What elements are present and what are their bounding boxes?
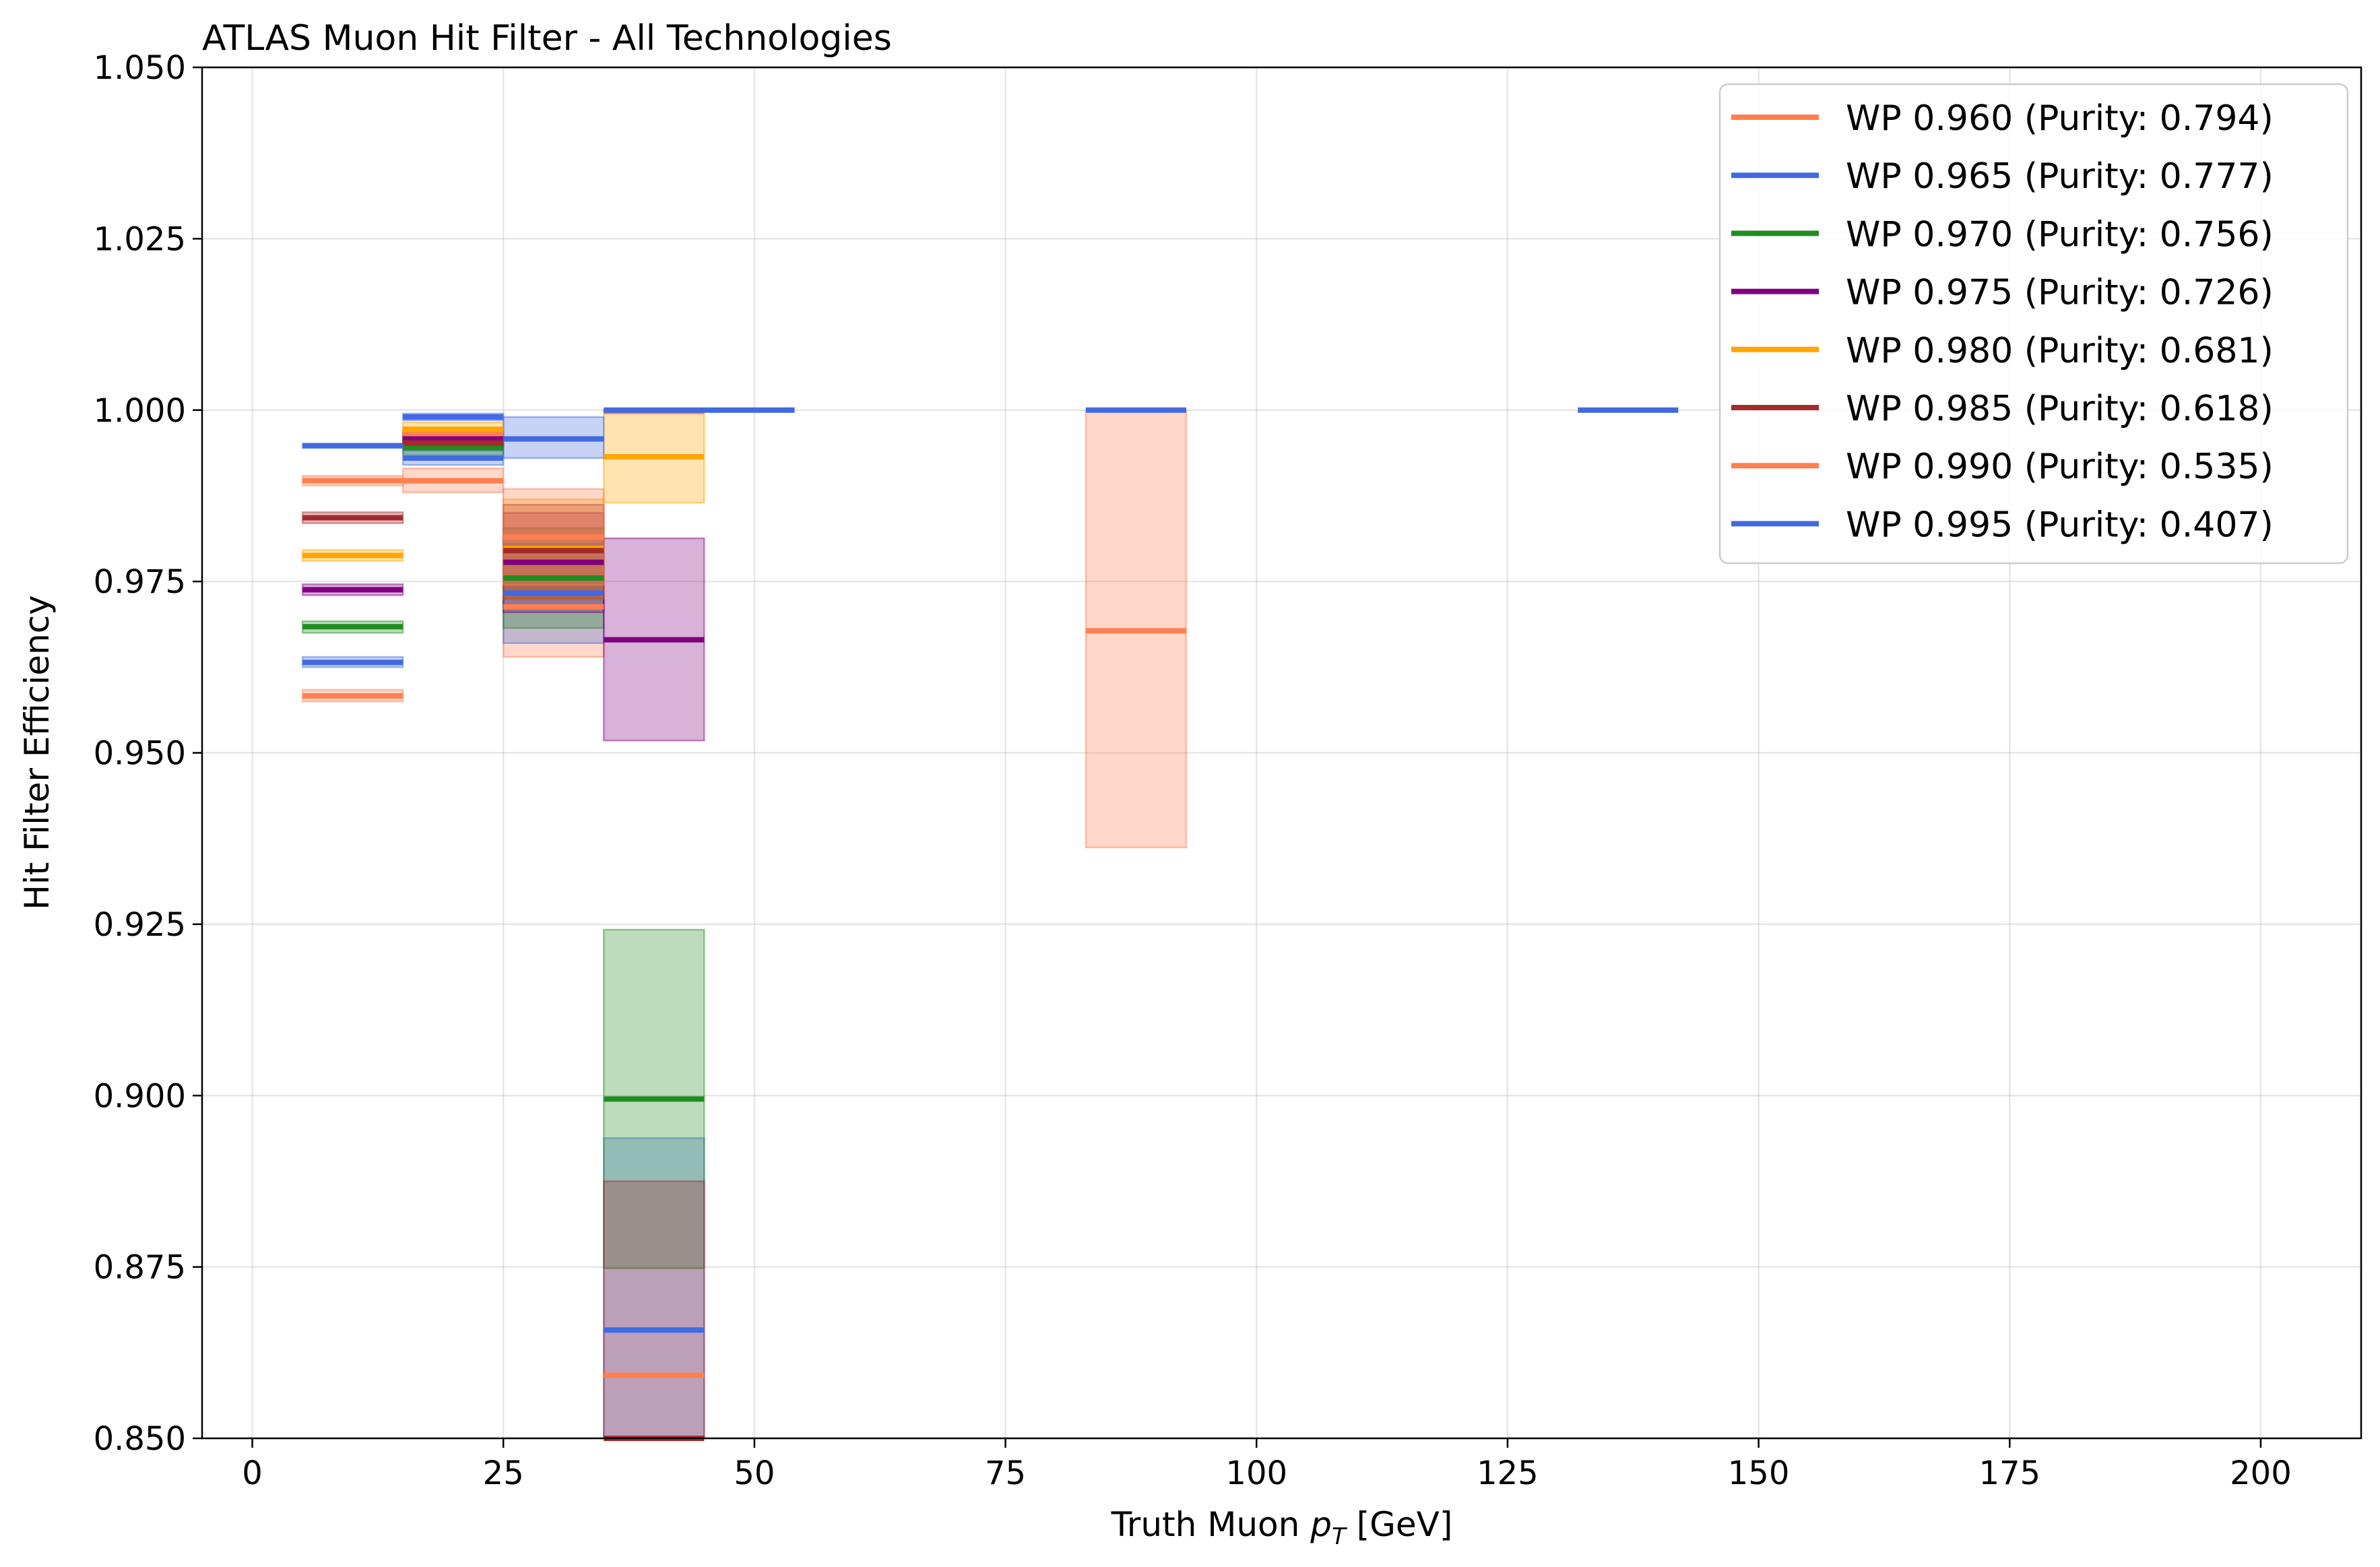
y-tick-label: 1.000 xyxy=(94,392,186,430)
chart-title: ATLAS Muon Hit Filter - All Technologies xyxy=(202,18,892,59)
x-axis: 0 25 50 75 100 125 150 175 200 xyxy=(242,1438,2292,1492)
legend-label-wp6: WP 0.985 (Purity: 0.618) xyxy=(1846,389,2274,429)
uncertainty-band-wp6 xyxy=(603,1180,705,1440)
x-axis-title-unit: [GeV] xyxy=(1346,1505,1453,1544)
x-axis-title-subscript: T xyxy=(1332,1523,1347,1550)
y-tick-label: 0.950 xyxy=(94,735,186,773)
x-tick-label: 125 xyxy=(1477,1454,1539,1492)
legend-label-wp7: WP 0.990 (Purity: 0.535) xyxy=(1846,447,2274,487)
y-tick-label: 0.900 xyxy=(94,1077,186,1115)
x-axis-title: Truth Muon pT [GeV] xyxy=(1111,1505,1453,1550)
legend-label-wp1: WP 0.960 (Purity: 0.794) xyxy=(1846,98,2274,139)
legend-frame xyxy=(1718,83,2349,565)
legend-label-wp8: WP 0.995 (Purity: 0.407) xyxy=(1846,505,2274,545)
legend-label-wp2: WP 0.965 (Purity: 0.777) xyxy=(1846,156,2274,197)
y-tick-label: 0.975 xyxy=(94,563,186,601)
y-axis-title: Hit Filter Efficiency xyxy=(18,595,57,910)
legend-label-wp3: WP 0.970 (Purity: 0.756) xyxy=(1846,214,2274,255)
x-tick-label: 150 xyxy=(1728,1454,1790,1492)
uncertainty-band-wp2 xyxy=(603,1137,705,1440)
y-tick-label: 1.025 xyxy=(94,220,186,258)
x-tick-label: 50 xyxy=(734,1454,775,1492)
x-axis-title-main: Truth Muon xyxy=(1111,1505,1311,1544)
x-axis-title-symbol: p xyxy=(1310,1505,1332,1544)
x-tick-label: 100 xyxy=(1225,1454,1287,1492)
y-tick-label: 0.850 xyxy=(94,1420,186,1458)
y-axis: 0.850 0.875 0.900 0.925 0.950 0.975 1.000 1.025… xyxy=(94,49,202,1458)
legend: WP 0.960 (Purity: 0.794) WP 0.965 (Purity… xyxy=(1718,83,2349,565)
x-tick-label: 25 xyxy=(483,1454,524,1492)
legend-label-wp4: WP 0.975 (Purity: 0.726) xyxy=(1846,273,2274,313)
y-tick-label: 1.050 xyxy=(94,49,186,87)
x-tick-label: 200 xyxy=(2230,1454,2292,1492)
y-tick-label: 0.925 xyxy=(94,906,186,944)
x-tick-label: 0 xyxy=(242,1454,263,1492)
y-tick-label: 0.875 xyxy=(94,1249,186,1287)
legend-label-wp5: WP 0.980 (Purity: 0.681) xyxy=(1846,331,2274,371)
x-tick-label: 75 xyxy=(985,1454,1026,1492)
x-tick-label: 175 xyxy=(1979,1454,2040,1492)
series-lines xyxy=(302,407,1679,1441)
